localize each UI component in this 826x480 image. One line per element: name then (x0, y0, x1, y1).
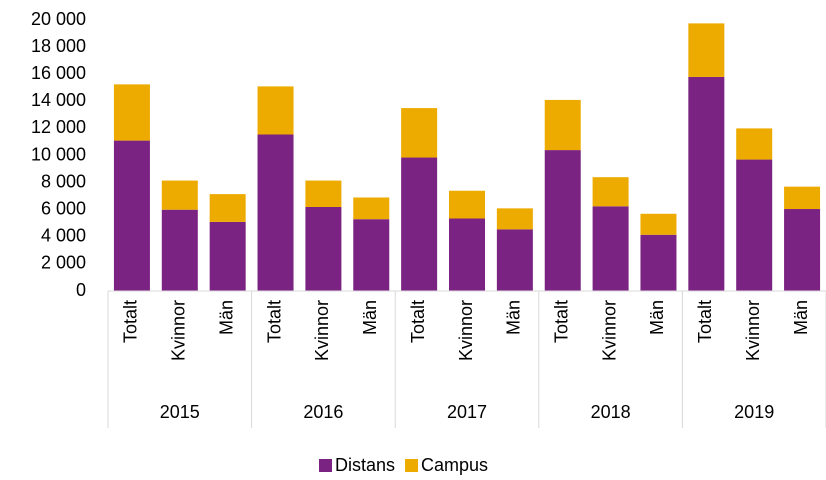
x-tick-label: Totalt (264, 300, 284, 343)
y-tick-label: 2 000 (41, 253, 86, 273)
x-tick-label: Män (647, 300, 667, 335)
y-tick-label: 14 000 (31, 90, 86, 110)
bar-segment (113, 140, 150, 291)
bar-segment (161, 209, 198, 291)
bar-segment (257, 134, 294, 291)
x-tick-label: Totalt (408, 300, 428, 343)
bar-segment (496, 229, 533, 291)
bar-segment (209, 221, 246, 291)
bar-segment (640, 213, 677, 235)
x-tick-label: Totalt (121, 300, 141, 343)
x-tick-label: Män (216, 300, 236, 335)
bar-segment (353, 219, 390, 291)
bar-segment (784, 209, 821, 291)
bar-segment (113, 84, 150, 141)
x-tick-label: Män (360, 300, 380, 335)
y-tick-label: 16 000 (31, 63, 86, 83)
legend-swatch (405, 459, 419, 472)
x-tick-label: Kvinnor (456, 300, 476, 361)
y-tick-label: 6 000 (41, 198, 86, 218)
x-tick-label: Totalt (695, 300, 715, 343)
bar-segment (544, 150, 581, 291)
group-label: 2019 (734, 402, 774, 422)
group-label: 2015 (160, 402, 200, 422)
x-tick-label: Män (504, 300, 524, 335)
y-tick-label: 8 000 (41, 171, 86, 191)
y-tick-label: 18 000 (31, 36, 86, 56)
y-tick-label: 0 (76, 280, 86, 300)
y-tick-label: 20 000 (31, 9, 86, 29)
bar-segment (736, 159, 773, 291)
x-tick-label: Män (791, 300, 811, 335)
bar-segment (688, 23, 725, 77)
bar-segment (449, 190, 485, 219)
x-tick-label: Kvinnor (599, 300, 619, 361)
bar-segment (209, 194, 246, 222)
legend-label: Distans (335, 455, 395, 475)
bar-segment (544, 99, 581, 151)
legend-swatch (319, 459, 332, 472)
bar-segment (449, 218, 485, 291)
x-tick-label: Kvinnor (312, 300, 332, 361)
bar-segment (401, 157, 438, 291)
bar-segment (592, 177, 629, 207)
group-label: 2016 (303, 402, 343, 422)
group-label: 2018 (591, 402, 631, 422)
y-tick-label: 4 000 (41, 226, 86, 246)
bar-segment (257, 86, 294, 135)
bar-segment (305, 180, 342, 207)
x-tick-label: Kvinnor (169, 300, 189, 361)
bar-segment (640, 234, 677, 291)
y-tick-label: 10 000 (31, 144, 86, 164)
bar-segment (496, 208, 533, 230)
legend-label: Campus (421, 455, 488, 475)
group-label: 2017 (447, 402, 487, 422)
bar-segment (736, 128, 773, 160)
x-tick-label: Totalt (551, 300, 571, 343)
y-tick-label: 12 000 (31, 117, 86, 137)
bar-segment (592, 206, 629, 291)
bar-segment (353, 197, 390, 220)
bar-segment (784, 186, 821, 210)
bar-segment (305, 206, 342, 291)
bar-segment (688, 76, 725, 291)
bar-segment (401, 108, 438, 158)
x-tick-label: Kvinnor (743, 300, 763, 361)
bar-segment (161, 180, 198, 210)
